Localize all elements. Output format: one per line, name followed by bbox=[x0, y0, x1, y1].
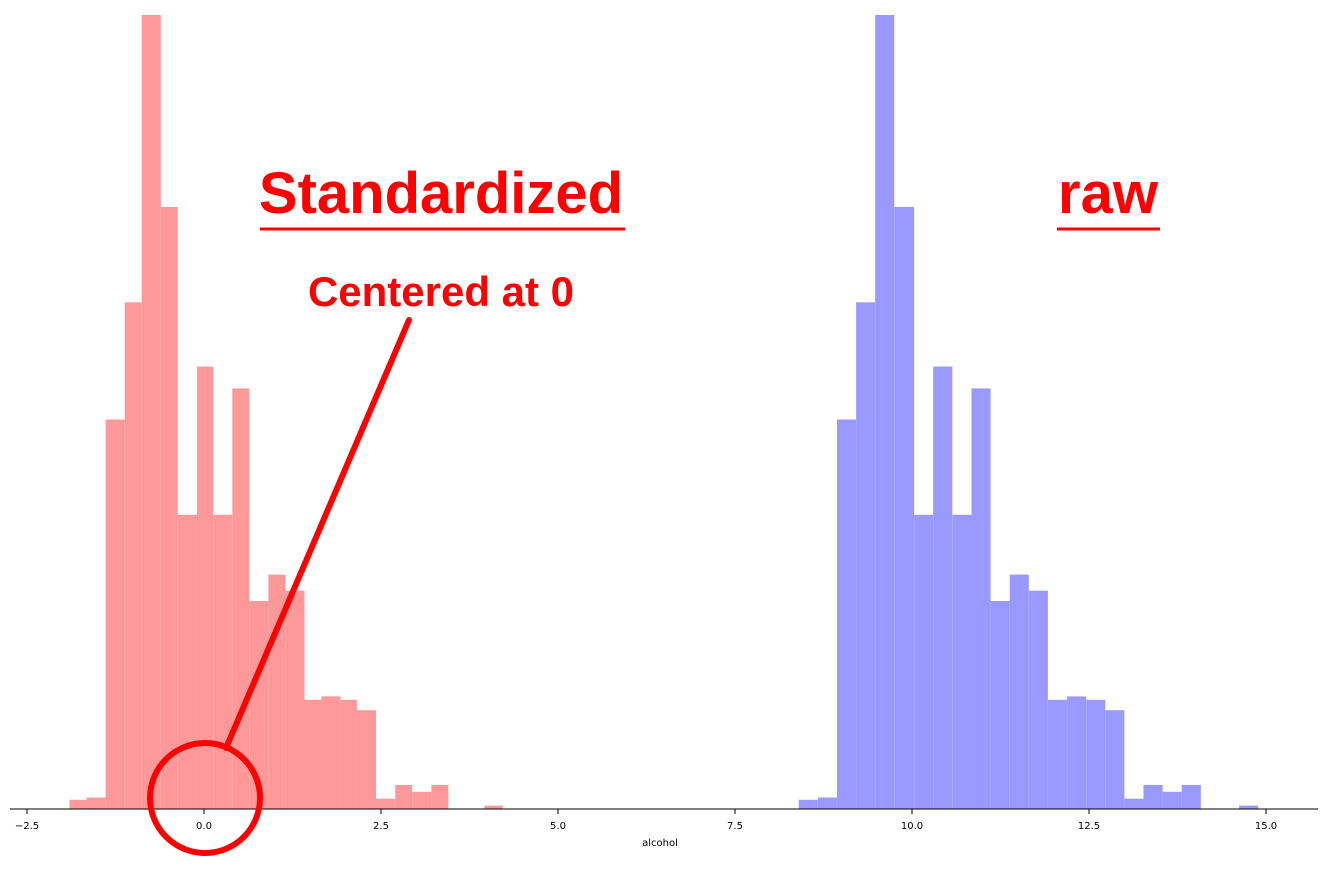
x-axis-ticks: −2.5 0.0 2.5 5.0 7.5 10.0 12.5 15.0 bbox=[15, 809, 1277, 832]
histogram-bar bbox=[837, 419, 857, 809]
histogram-bar bbox=[1181, 784, 1201, 809]
x-tick-label: −2.5 bbox=[15, 821, 39, 832]
histogram-bar bbox=[124, 302, 142, 809]
histogram-bar bbox=[1067, 696, 1087, 809]
histogram-bar bbox=[894, 206, 915, 809]
histogram-bar bbox=[105, 419, 125, 809]
x-tick-label: 10.0 bbox=[901, 821, 923, 832]
annotation-raw: raw bbox=[1058, 161, 1159, 226]
histogram-bar bbox=[1047, 699, 1067, 809]
histogram-bar bbox=[875, 15, 895, 809]
histogram-bar bbox=[1124, 798, 1144, 809]
histogram-bar bbox=[285, 590, 305, 809]
histogram-bar bbox=[69, 799, 87, 809]
annotation-zero-circle bbox=[147, 740, 263, 856]
histogram-bar bbox=[232, 388, 250, 809]
x-axis-label: alcohol bbox=[642, 838, 678, 849]
x-tick-label: 0.0 bbox=[196, 821, 212, 832]
histogram-bar bbox=[431, 784, 449, 809]
x-tick-label: 12.5 bbox=[1078, 821, 1100, 832]
histogram-bar bbox=[213, 514, 233, 809]
x-tick-label: 5.0 bbox=[550, 821, 566, 832]
histogram-bar bbox=[914, 514, 934, 809]
histogram-bar bbox=[817, 797, 837, 809]
histogram-bar bbox=[304, 699, 322, 809]
histogram-bar bbox=[1009, 574, 1029, 809]
histogram-bar bbox=[196, 366, 214, 809]
x-tick-label: 15.0 bbox=[1255, 821, 1277, 832]
histogram-bar bbox=[141, 15, 161, 809]
histogram-bar bbox=[952, 514, 972, 809]
histogram-bar bbox=[321, 696, 341, 809]
histogram-bar bbox=[356, 710, 376, 809]
histogram-bar bbox=[1028, 590, 1048, 809]
x-tick-label: 2.5 bbox=[373, 821, 389, 832]
annotation-standardized: Standardized bbox=[259, 161, 623, 226]
histogram-bar bbox=[484, 805, 503, 809]
histogram-bar bbox=[933, 366, 953, 809]
x-tick-label: 7.5 bbox=[727, 821, 743, 832]
histogram-bar bbox=[395, 784, 413, 809]
histogram-bar bbox=[971, 388, 991, 809]
histogram-bar bbox=[86, 797, 106, 809]
histogram-bar bbox=[160, 206, 178, 809]
histogram-bar bbox=[990, 601, 1010, 809]
histogram-bar bbox=[340, 699, 357, 809]
annotation-pointer-line bbox=[223, 317, 412, 751]
histogram-bar bbox=[1162, 791, 1182, 809]
histogram-bar bbox=[798, 799, 818, 809]
series-raw bbox=[798, 15, 1259, 809]
histogram-bar bbox=[1143, 784, 1163, 809]
histogram-bar bbox=[177, 514, 197, 809]
histogram-bar bbox=[412, 791, 432, 809]
histogram-bar bbox=[856, 302, 876, 809]
series-standardized bbox=[69, 15, 503, 809]
histogram-bar bbox=[376, 798, 396, 809]
histogram-bar bbox=[1105, 710, 1125, 809]
histogram-bar bbox=[1239, 805, 1259, 809]
annotation-centered-at-0: Centered at 0 bbox=[308, 268, 574, 315]
histogram-bar bbox=[1086, 699, 1106, 809]
